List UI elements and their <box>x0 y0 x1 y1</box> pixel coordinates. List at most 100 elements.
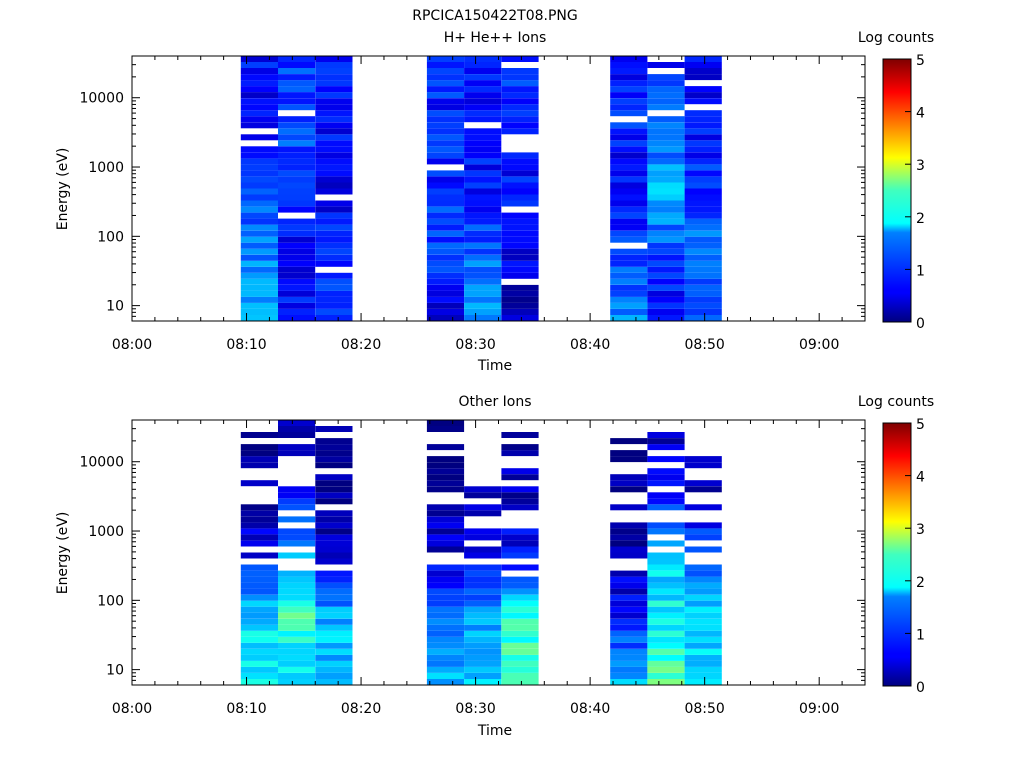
heatmap-cell <box>464 552 502 559</box>
heatmap-cell <box>315 492 353 499</box>
heatmap-cell <box>647 116 685 123</box>
heatmap-cell <box>464 200 502 207</box>
heatmap-cell <box>315 86 353 93</box>
heatmap-cell <box>647 636 685 643</box>
colorbar-tick-label: 2 <box>916 575 925 591</box>
heatmap-cell <box>278 68 316 74</box>
heatmap-cell <box>278 104 316 111</box>
heatmap-cell <box>426 564 465 571</box>
heatmap-cell <box>501 266 539 273</box>
heatmap-cell <box>647 248 685 255</box>
heatmap-cell <box>610 128 648 135</box>
heatmap-cell <box>464 302 502 309</box>
heatmap-cell <box>501 242 539 249</box>
heatmap-cell <box>464 660 502 667</box>
heatmap-cell <box>315 456 353 463</box>
heatmap-cell <box>315 206 353 213</box>
heatmap-cell <box>278 80 316 87</box>
heatmap-cell <box>610 182 648 189</box>
heatmap-cell <box>426 660 465 667</box>
heatmap-cell <box>501 582 539 589</box>
heatmap-cell <box>464 164 502 171</box>
heatmap-cell <box>684 92 722 99</box>
heatmap-cell <box>315 462 353 469</box>
heatmap-cell <box>278 528 316 535</box>
heatmap-cell <box>278 309 316 315</box>
heatmap-cell <box>464 74 502 81</box>
heatmap-cell <box>315 212 353 219</box>
x-tick-label: 08:50 <box>684 337 724 353</box>
heatmap-cell <box>278 134 316 141</box>
heatmap-cell <box>610 606 648 613</box>
heatmap-cell <box>684 56 722 62</box>
heatmap-cell <box>501 152 539 159</box>
heatmap-cell <box>684 242 722 249</box>
heatmap-cell <box>464 272 502 279</box>
heatmap-cell <box>240 450 278 457</box>
heatmap-cell <box>684 636 722 643</box>
heatmap-cell <box>684 612 722 619</box>
heatmap-cell <box>315 654 353 661</box>
heatmap-cell <box>315 679 353 685</box>
heatmap-cell <box>426 98 465 105</box>
heatmap-cell <box>426 134 465 141</box>
colorbar-tick-label: 0 <box>916 680 925 696</box>
heatmap-cell <box>610 110 648 117</box>
heatmap-cell <box>647 600 685 607</box>
heatmap-cell <box>464 140 502 147</box>
heatmap-cell <box>315 660 353 667</box>
heatmap-cell <box>610 254 648 261</box>
heatmap-cell <box>278 504 316 511</box>
y-tick-label: 1000 <box>88 524 124 540</box>
heatmap-cell <box>426 540 465 547</box>
heatmap-cell <box>501 679 539 685</box>
heatmap-cell <box>240 266 278 273</box>
heatmap-cell <box>647 218 685 225</box>
heatmap-cell <box>426 80 465 87</box>
heatmap-cell <box>240 594 278 601</box>
colorbar-ticks: 0 1 2 3 4 5 <box>905 417 925 696</box>
heatmap-cell <box>240 570 278 577</box>
heatmap-cell <box>278 236 316 243</box>
heatmap-cell <box>610 176 648 183</box>
heatmap-cell <box>315 110 353 117</box>
heatmap-cell <box>278 230 316 237</box>
heatmap-cell <box>315 474 353 481</box>
heatmap-cell <box>647 254 685 261</box>
heatmap-cell <box>684 278 722 285</box>
heatmap-cell <box>464 260 502 267</box>
heatmap-cell <box>684 290 722 297</box>
heatmap-cell <box>501 648 539 655</box>
heatmap-cell <box>647 564 685 571</box>
heatmap-cell <box>426 666 465 673</box>
heatmap-cell <box>315 158 353 165</box>
heatmap-cell <box>240 110 278 117</box>
heatmap-cell <box>610 570 648 577</box>
heatmap-cell <box>240 666 278 673</box>
heatmap-cell <box>464 110 502 117</box>
heatmap-cell <box>647 612 685 619</box>
heatmap-cell <box>610 188 648 195</box>
y-tick-label: 10000 <box>79 455 124 471</box>
heatmap-cell <box>610 624 648 631</box>
heatmap-cell <box>501 504 539 511</box>
heatmap-cell <box>278 128 316 135</box>
heatmap-cell <box>647 504 685 511</box>
heatmap-cell <box>315 230 353 237</box>
heatmap-cell <box>426 528 465 535</box>
heatmap-cell <box>647 498 685 505</box>
heatmap-cell <box>684 260 722 267</box>
heatmap-cell <box>278 630 316 637</box>
heatmap-cell <box>315 588 353 595</box>
heatmap-cell <box>464 86 502 93</box>
heatmap-cell <box>426 170 465 177</box>
heatmap-cell <box>240 516 278 523</box>
heatmap-cell <box>278 116 316 123</box>
heatmap-cell <box>610 194 648 201</box>
heatmap-cell <box>501 68 539 74</box>
heatmap-cell <box>647 438 685 445</box>
heatmap-cell <box>610 92 648 99</box>
heatmap-cell <box>278 122 316 129</box>
heatmap-cell <box>464 206 502 213</box>
heatmap-cell <box>684 128 722 135</box>
